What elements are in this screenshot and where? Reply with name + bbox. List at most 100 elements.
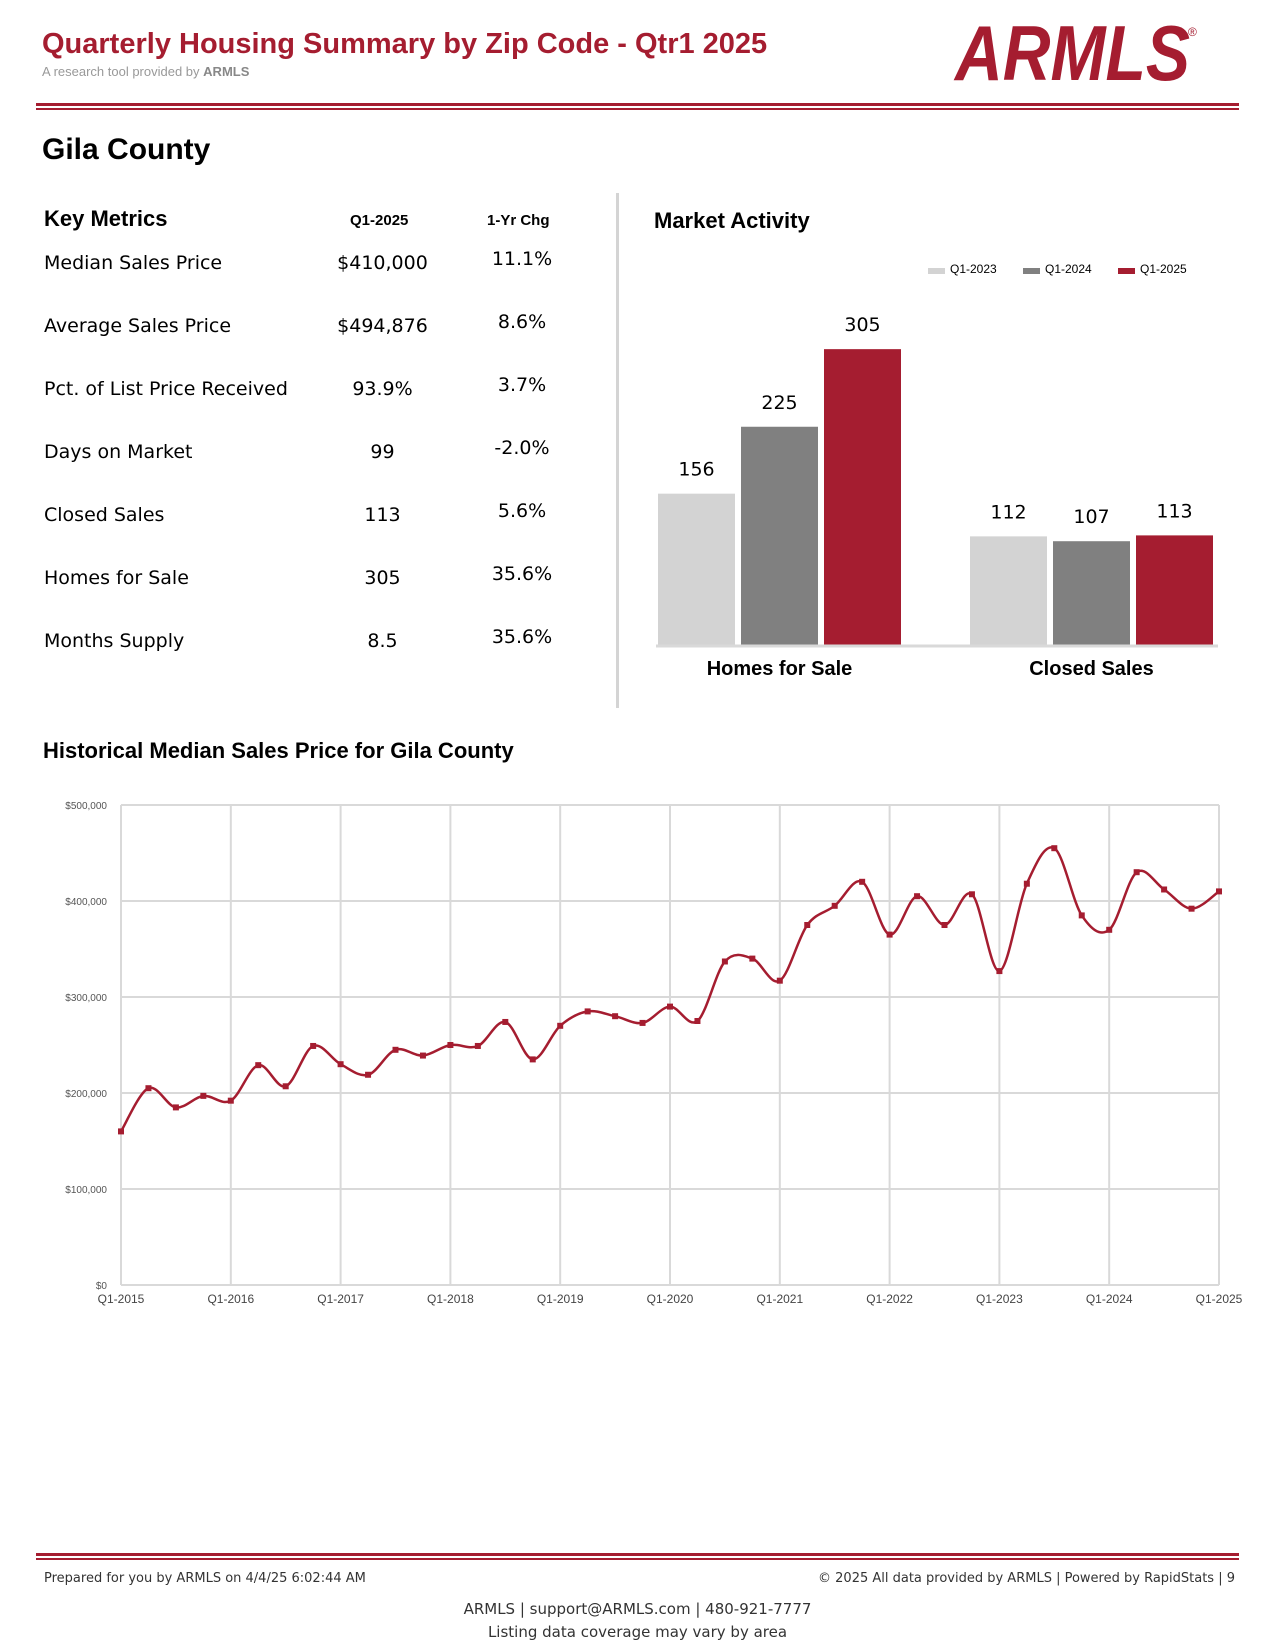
data-point [447,1042,454,1048]
y-tick-label: $400,000 [65,897,107,908]
bar-data-label: 112 [990,501,1026,523]
header-rule-thin [36,108,1239,110]
data-point [282,1083,289,1090]
bar-data-label: 225 [761,392,797,414]
x-tick-label: Q1-2016 [207,1292,254,1306]
metric-label: Median Sales Price [44,252,223,274]
metric-value: $494,876 [337,315,428,337]
bar [741,426,818,645]
bar [1136,535,1213,645]
subtitle-prefix: A research tool provided by [42,64,200,79]
footer-rule-thin [36,1558,1239,1560]
legend-swatch [1118,268,1135,274]
data-point [1161,886,1168,893]
column-header-change: 1-Yr Chg [487,212,550,229]
armls-logo: ARMLS ® [953,18,1197,88]
x-tick-label: Q1-2023 [976,1292,1023,1306]
metric-change: 35.6% [491,626,553,648]
data-point [749,955,756,962]
coverage-note: Listing data coverage may vary by area [487,1623,788,1641]
data-point [886,931,893,938]
y-tick-label: $100,000 [65,1185,107,1196]
x-tick-label: Q1-2015 [98,1292,145,1306]
x-tick-label: Q1-2022 [866,1292,913,1306]
metric-row: Closed Sales 113 5.6% [0,500,600,534]
y-tick-label: $200,000 [65,1089,107,1100]
subtitle-brand: ARMLS [203,64,250,79]
data-point [337,1061,344,1068]
x-tick-label: Q1-2021 [756,1292,803,1306]
data-point [172,1104,179,1111]
x-tick-label: Q1-2019 [537,1292,584,1306]
metric-change: 11.1% [491,248,553,270]
data-point [941,922,948,928]
report-title: Quarterly Housing Summary by Zip Code - … [42,28,768,60]
metric-label: Homes for Sale [44,567,189,589]
data-point [694,1018,701,1024]
metric-value: $410,000 [337,252,428,274]
x-tick-label: Q1-2017 [317,1292,364,1306]
data-point [584,1008,591,1015]
data-point [667,1003,673,1010]
market-activity-title: Market Activity [654,208,810,233]
y-tick-label: $0 [96,1281,108,1292]
legend-label: Q1-2025 [1140,262,1187,276]
data-point [419,1052,426,1059]
legend-swatch [1023,268,1040,274]
data-point [1023,880,1030,887]
data-point [1216,888,1222,895]
column-header-current: Q1-2025 [350,212,409,229]
copyright-note: © 2025 All data provided by ARMLS | Powe… [818,1571,1235,1586]
report-subtitle: A research tool provided by ARMLS [42,64,249,79]
market-activity-chart: 156 225 305 Homes for Sale 112 107 113 Closed S… [656,314,1218,680]
category-label: Closed Sales [1029,658,1154,680]
metric-label: Pct. of List Price Received [44,378,288,400]
bar-data-label: 113 [1156,500,1192,522]
metric-change: 35.6% [491,563,553,585]
legend-label: Q1-2024 [1045,262,1092,276]
data-point [145,1085,152,1092]
data-point [392,1046,399,1053]
data-point [227,1097,234,1104]
data-point [914,893,921,900]
metric-label: Closed Sales [44,504,165,526]
data-point [118,1128,124,1135]
data-point [968,891,975,898]
metric-row: Pct. of List Price Received 93.9% 3.7% [0,374,600,408]
data-point [639,1019,646,1026]
contact-info: ARMLS | support@ARMLS.com | 480-921-7777 [463,1600,812,1618]
metric-value: 113 [364,504,401,526]
section-divider [616,193,619,708]
data-point [1106,926,1113,933]
data-point [200,1092,207,1099]
metric-row: Days on Market 99 -2.0% [0,437,600,471]
category-label: Homes for Sale [707,658,853,680]
metric-label: Days on Market [44,441,193,463]
x-tick-label: Q1-2025 [1196,1292,1243,1306]
metric-value: 305 [364,567,401,589]
key-metrics-title: Key Metrics [44,206,168,231]
legend-label: Q1-2023 [950,262,997,276]
metric-value: 99 [370,441,395,463]
data-point [804,922,811,928]
metric-value: 93.9% [352,378,413,400]
metric-change: 5.6% [497,500,547,522]
prepared-note: Prepared for you by ARMLS on 4/4/25 6:02… [44,1571,366,1586]
bar-data-label: 107 [1073,506,1109,528]
data-point [859,878,866,885]
metric-row: Average Sales Price $494,876 8.6% [0,311,600,345]
data-point [831,902,838,909]
metric-change: -2.0% [494,437,550,459]
data-point [1078,912,1085,919]
x-tick-label: Q1-2020 [647,1292,694,1306]
footer-rule [36,1553,1239,1556]
metric-label: Months Supply [44,630,185,652]
county-title: Gila County [42,133,211,166]
data-point [612,1013,619,1020]
metric-value: 8.5 [367,630,398,652]
historical-chart-title: Historical Median Sales Price for Gila C… [43,738,514,763]
data-point [776,977,783,984]
y-tick-label: $300,000 [65,993,107,1004]
data-point [255,1062,262,1069]
metric-row: Months Supply 8.5 35.6% [0,626,600,660]
